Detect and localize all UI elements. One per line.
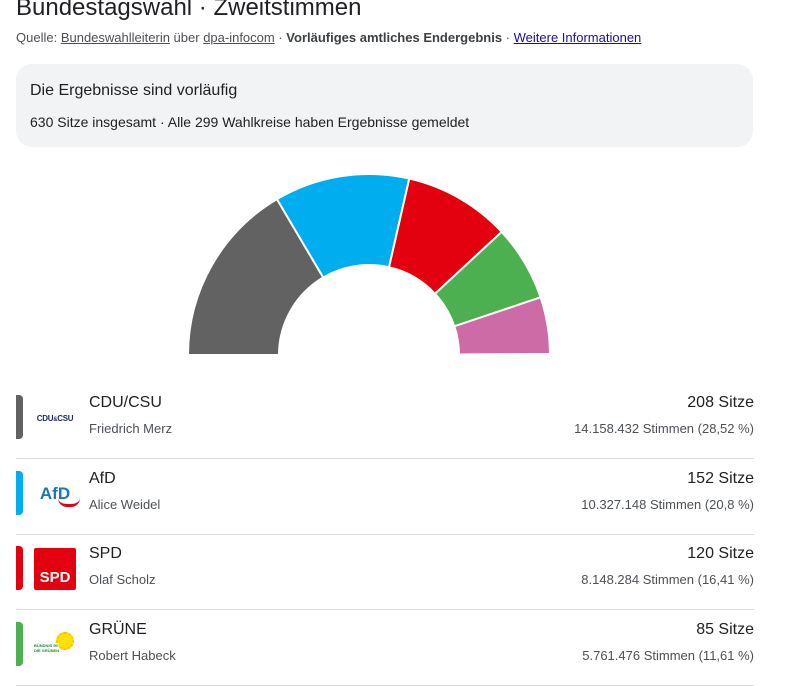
party-row[interactable]: CDU​&CSU CDU/CSU Friedrich Merz 208 Sitz… [16, 383, 754, 459]
preliminary-notice: Die Ergebnisse sind vorläufig 630 Sitze … [16, 64, 753, 147]
party-leader: Alice Weidel [89, 496, 161, 512]
chart-segment[interactable] [186, 197, 325, 356]
notice-subtext: 630 Sitze insgesamt · Alle 299 Wahlkreis… [30, 114, 470, 130]
party-name: GRÜNE [89, 620, 147, 638]
party-name: AfD [89, 469, 116, 487]
party-votes: 8.148.284 Stimmen (16,41 %) [581, 572, 754, 587]
party-seats: 85 Sitze [696, 620, 754, 638]
party-color-bar [16, 395, 23, 439]
party-votes: 14.158.432 Stimmen (28,52 %) [574, 421, 754, 436]
source-line: Quelle: Bundeswahlleiterin über dpa-info… [16, 30, 641, 45]
party-seats: 208 Sitze [687, 394, 754, 411]
party-name: CDU/CSU [89, 394, 162, 411]
party-color-bar [16, 470, 23, 515]
source-link-bundeswahlleiterin[interactable]: Bundeswahlleiterin [60, 30, 170, 45]
party-leader: Olaf Scholz [89, 572, 156, 587]
separator: · [502, 30, 514, 45]
page-title: Bundestagswahl · Zweitstimmen [16, 0, 362, 21]
party-votes: 10.327.148 Stimmen (20,8 %) [581, 496, 754, 512]
separator: · [274, 30, 287, 45]
party-logo: BÜNDNIS 90 DIE GRÜNEN [34, 624, 76, 666]
party-leader: Friedrich Merz [89, 421, 173, 436]
party-row[interactable]: SPD SPD Olaf Scholz 120 Sitze 8.148.284 … [16, 534, 754, 610]
party-logo: SPD [34, 548, 76, 590]
source-link-dpa[interactable]: dpa-infocom [203, 30, 275, 45]
chart-segment[interactable] [457, 353, 552, 356]
result-status: Vorläufiges amtliches Endergebnis [286, 30, 503, 45]
seat-distribution-chart [186, 173, 552, 356]
party-row[interactable]: AfD AfD Alice Weidel 152 Sitze 10.327.14… [16, 459, 754, 535]
party-row[interactable]: BÜNDNIS 90 DIE GRÜNEN GRÜNE Robert Habeck… [16, 610, 754, 686]
more-info-link[interactable]: Weitere Informationen [513, 30, 642, 45]
party-color-bar [16, 546, 23, 590]
source-label: Quelle: [16, 30, 61, 45]
party-seats: 120 Sitze [687, 545, 754, 562]
party-votes: 5.761.476 Stimmen (11,61 %) [582, 647, 754, 663]
party-name: SPD [89, 545, 122, 562]
notice-heading: Die Ergebnisse sind vorläufig [30, 82, 238, 99]
party-logo: CDU​&CSU [36, 413, 74, 423]
party-color-bar [16, 621, 23, 666]
party-seats: 152 Sitze [687, 469, 754, 487]
party-logo: AfD [34, 473, 80, 515]
party-leader: Robert Habeck [89, 647, 176, 663]
source-text: über [169, 30, 204, 45]
